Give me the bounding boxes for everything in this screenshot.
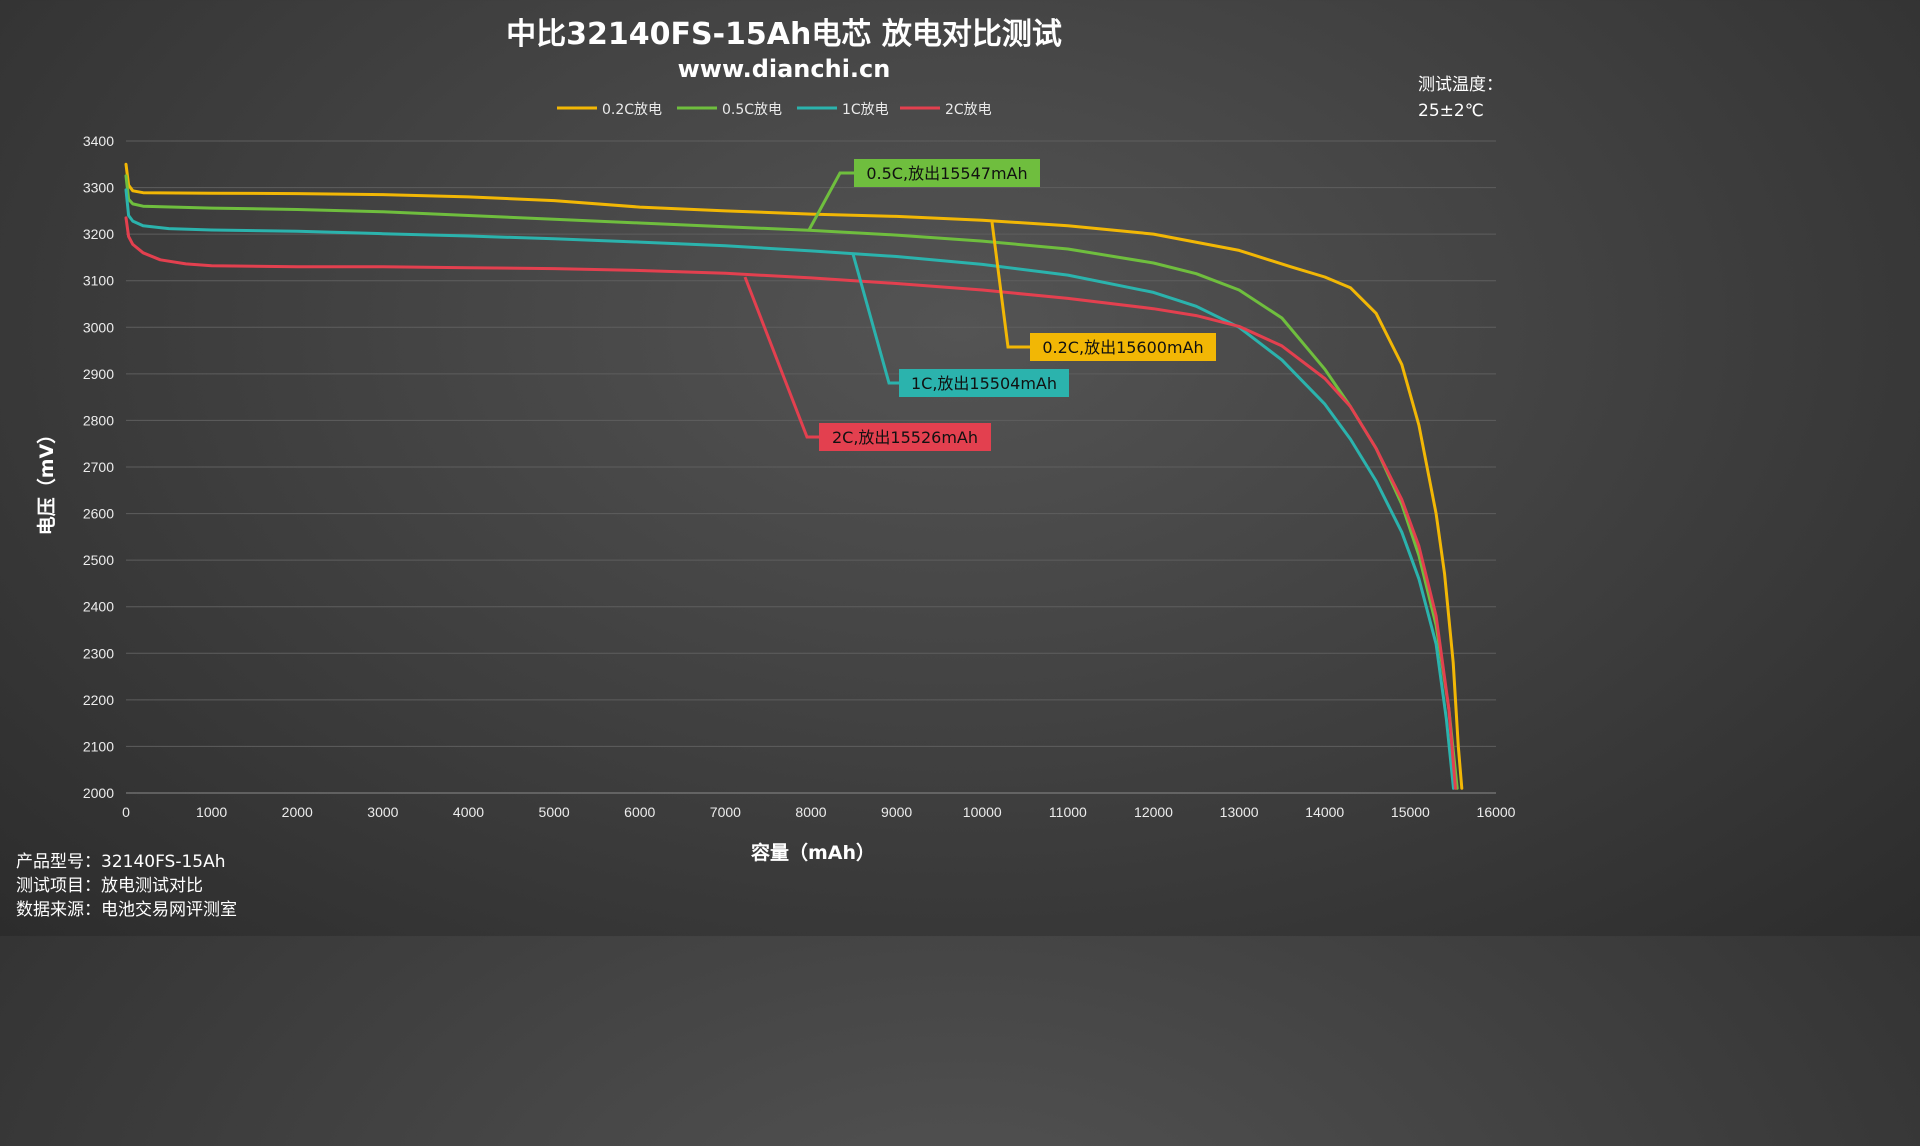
callout-label: 0.2C,放出15600mAh [1042,338,1203,357]
x-tick-label: 14000 [1305,804,1344,820]
callout-box [1030,333,1216,361]
x-tick-label: 9000 [881,804,912,820]
y-tick-label: 3300 [83,180,114,196]
y-tick-label: 2200 [83,692,114,708]
legend-item: 0.2C放电 [602,102,662,118]
x-tick-label: 5000 [539,804,570,820]
y-axis-ticks: 2000 2100 2200 2300 2400 2500 2600 2700 2800 2900… [83,133,114,801]
x-tick-label: 0 [122,804,130,820]
series-line-3 [124,216,1457,790]
callout-box [899,369,1069,397]
info-model: 产品型号：32140FS-15Ah [16,852,226,872]
y-tick-label: 2300 [83,645,114,661]
series-line-2 [124,188,1455,790]
callout-label: 0.5C,放出15547mAh [866,164,1027,183]
grid-lines [126,140,1496,794]
x-tick-label: 11000 [1049,804,1087,820]
y-tick-label: 3400 [83,133,114,149]
x-tick-label: 3000 [367,804,398,820]
x-axis-label: 容量（mAh） [751,841,875,864]
temperature-label: 测试温度： [1418,75,1503,95]
y-tick-label: 2600 [83,506,114,522]
x-tick-label: 7000 [710,804,741,820]
legend: 0.2C放电 0.5C放电 1C放电 2C放电 [557,102,992,118]
x-tick-label: 16000 [1477,804,1516,820]
info-test-item: 测试项目：放电测试对比 [16,876,203,896]
callout-label: 1C,放出15504mAh [911,374,1057,393]
x-tick-label: 12000 [1134,804,1173,820]
callout-leader [990,221,1030,349]
y-tick-label: 2800 [83,412,114,428]
legend-item: 2C放电 [945,102,992,118]
callout-leader [743,276,819,439]
y-tick-label: 2000 [83,785,114,801]
y-tick-label: 2100 [83,738,114,754]
series-line-0 [124,162,1464,790]
callout-box [819,423,991,451]
y-tick-label: 2500 [83,552,114,568]
legend-item: 1C放电 [842,102,889,118]
y-axis-label: 电压（mV） [35,425,58,536]
callout-leader [851,253,899,385]
info-source: 数据来源：电池交易网评测室 [16,900,237,920]
y-tick-label: 2700 [83,459,114,475]
callout-label: 2C,放出15526mAh [832,428,978,447]
x-tick-label: 8000 [795,804,826,820]
callout-leader [807,171,854,231]
temperature-value: 25±2℃ [1418,101,1484,121]
y-tick-label: 3200 [83,226,114,242]
callouts: 0.5C,放出15547mAh 0.2C,放出15600mAh 1C,放出15504… [743,159,1216,451]
y-tick-label: 2400 [83,599,114,615]
series-lines [124,162,1464,790]
y-tick-label: 3100 [83,273,114,289]
x-tick-label: 13000 [1220,804,1259,820]
x-tick-label: 10000 [963,804,1002,820]
x-tick-label: 2000 [282,804,313,820]
x-tick-label: 1000 [196,804,227,820]
x-tick-label: 6000 [624,804,655,820]
y-tick-label: 2900 [83,366,114,382]
discharge-chart: 中比32140FS-15Ah电芯 放电对比测试 www.dianchi.cn 测… [16,17,1516,920]
x-axis-ticks: 0 1000 2000 3000 4000 5000 6000 7000 8000 9000 100… [122,804,1516,820]
x-tick-label: 4000 [453,804,484,820]
x-tick-label: 15000 [1391,804,1430,820]
chart-title: 中比32140FS-15Ah电芯 放电对比测试 [506,17,1062,52]
legend-item: 0.5C放电 [722,102,782,118]
callout-box [854,159,1040,187]
chart-subtitle: www.dianchi.cn [678,55,891,83]
y-tick-label: 3000 [83,319,114,335]
